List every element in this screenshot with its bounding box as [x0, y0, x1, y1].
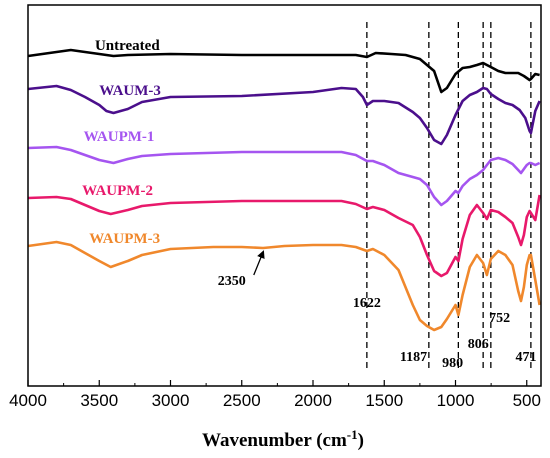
series-label: WAUPM-3	[89, 231, 160, 247]
x-tick-label: 1500	[365, 391, 403, 410]
annotation-label: 2350	[218, 274, 246, 289]
x-tick-label: 2500	[223, 391, 261, 410]
peak-label: 1187	[400, 350, 427, 365]
x-tick-label: 1000	[437, 391, 475, 410]
x-tick-label: 2000	[294, 391, 332, 410]
series-label: WAUPM-1	[84, 129, 155, 145]
series-line	[27, 194, 541, 278]
series-label: WAUM-3	[99, 83, 161, 99]
peak-label: 1622	[353, 296, 381, 311]
x-tick-label: 3000	[152, 391, 190, 410]
series-line	[27, 240, 541, 332]
plot-frame	[27, 4, 542, 387]
peak-label: 471	[516, 350, 537, 365]
series-line	[27, 84, 541, 146]
peak-label: 980	[442, 356, 463, 371]
series-line	[27, 48, 540, 94]
series-label: WAUPM-2	[82, 183, 153, 199]
series-line	[27, 145, 541, 207]
peak-label: 752	[489, 311, 510, 326]
series-label: Untreated	[95, 38, 160, 54]
x-axis-title: Wavenumber (cm-1)	[202, 427, 364, 452]
annotation-arrow	[253, 250, 265, 276]
x-tick-label: 3500	[80, 391, 118, 410]
peak-label: 806	[468, 337, 489, 352]
x-tick-label: 500	[513, 391, 541, 410]
x-tick-label: 4000	[9, 391, 47, 410]
